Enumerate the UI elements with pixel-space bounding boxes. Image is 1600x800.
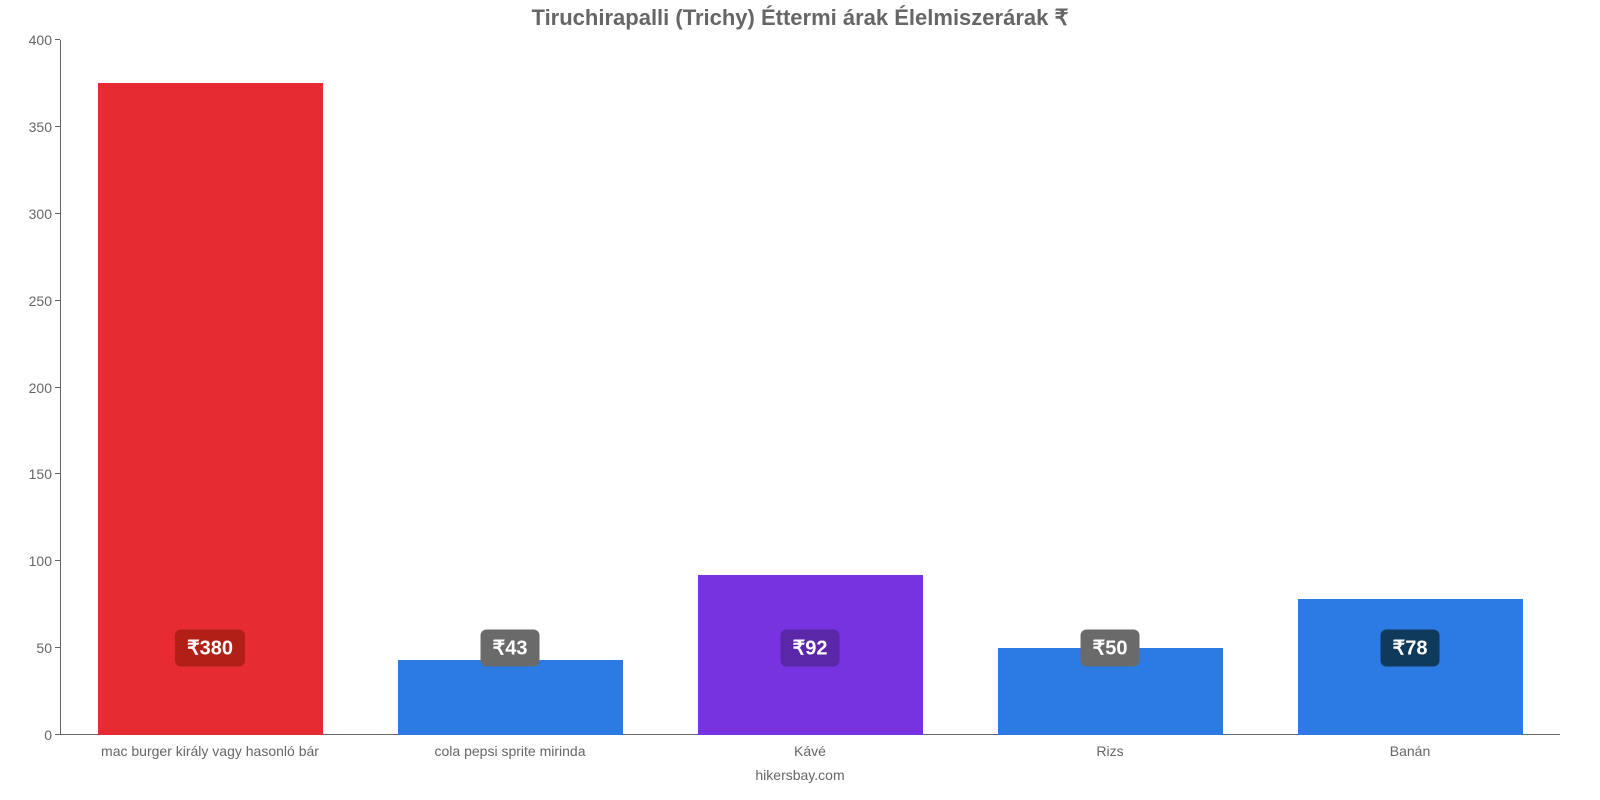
x-category-label: Banán	[1390, 735, 1430, 759]
y-tick-label: 150	[29, 466, 60, 482]
value-badge: ₹380	[175, 630, 245, 667]
value-badge: ₹43	[481, 630, 540, 667]
bar	[398, 660, 623, 735]
value-badge: ₹78	[1381, 630, 1440, 667]
x-category-label: Rizs	[1096, 735, 1123, 759]
y-tick-label: 200	[29, 380, 60, 396]
chart-footer: hikersbay.com	[0, 767, 1600, 783]
chart-title: Tiruchirapalli (Trichy) Éttermi árak Éle…	[0, 5, 1600, 31]
y-tick-label: 300	[29, 206, 60, 222]
y-tick-label: 400	[29, 32, 60, 48]
x-category-label: mac burger király vagy hasonló bár	[101, 735, 319, 759]
plot-area: 050100150200250300350400 mac burger kirá…	[60, 40, 1560, 735]
price-bar-chart: Tiruchirapalli (Trichy) Éttermi árak Éle…	[0, 0, 1600, 800]
x-category-label: Kávé	[794, 735, 826, 759]
y-tick-label: 250	[29, 293, 60, 309]
y-tick-label: 0	[44, 727, 60, 743]
value-badge: ₹50	[1081, 630, 1140, 667]
y-tick-label: 50	[36, 640, 60, 656]
value-badge: ₹92	[781, 630, 840, 667]
x-category-label: cola pepsi sprite mirinda	[435, 735, 586, 759]
bar	[1298, 599, 1523, 735]
y-tick-label: 350	[29, 119, 60, 135]
y-tick-label: 100	[29, 553, 60, 569]
